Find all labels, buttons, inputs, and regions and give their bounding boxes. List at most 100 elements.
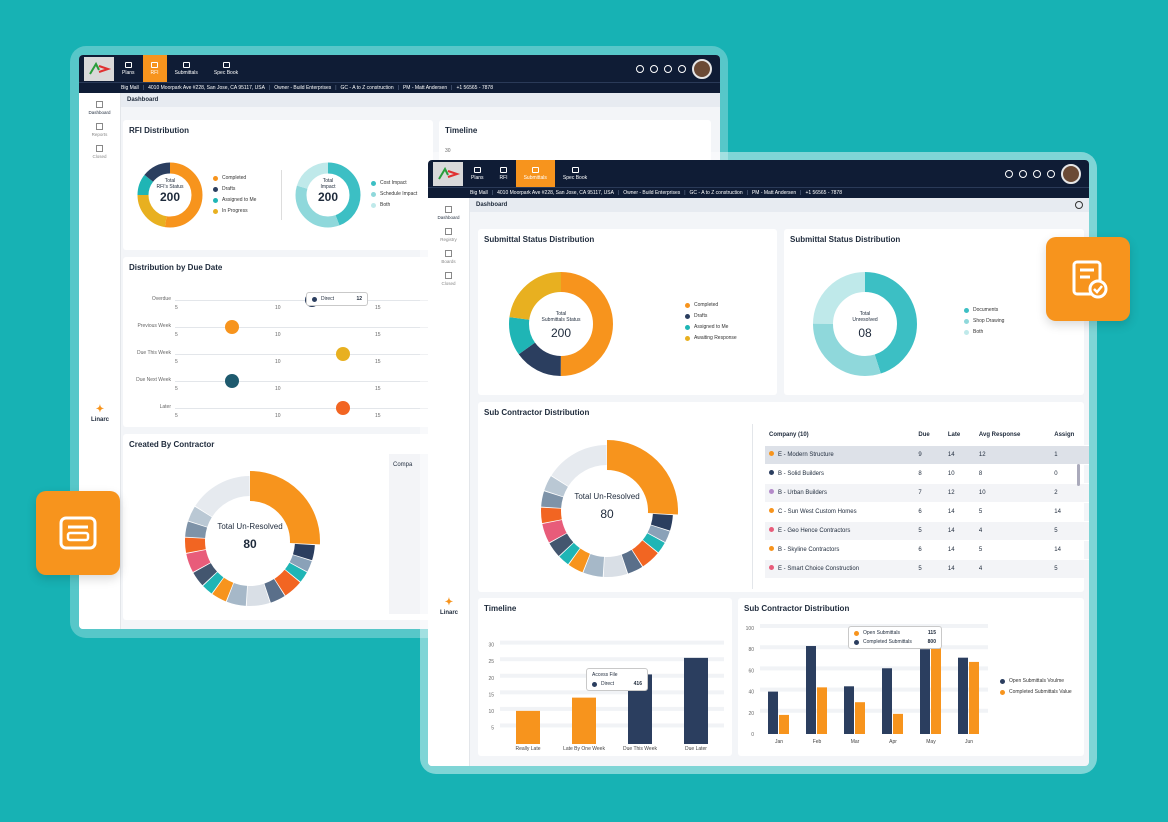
tab-spec-book[interactable]: Spec Book [206,55,246,82]
timeline-tooltip: Access File Direct 416 [586,668,648,691]
help-icon[interactable] [664,64,672,73]
bar-jun-open[interactable] [958,657,968,734]
tooltip-label: Open Submittals [863,630,900,636]
help-icon[interactable] [1033,169,1041,178]
table-row[interactable]: E - Geo Hence Contractors 5 14 4 5 [765,521,1089,541]
gridband [500,723,724,728]
avatar[interactable] [1061,163,1081,184]
sidebar-item-closed[interactable]: Closed [79,145,120,159]
bar-feb-open[interactable] [806,646,816,734]
table-row[interactable]: B - Skyline Contractors 6 14 5 14 [765,540,1089,560]
bar-really-late[interactable] [516,710,540,744]
legend-dot [685,313,690,319]
slice-shop-drawing[interactable] [813,272,917,376]
tick-label: 10 [275,359,281,365]
gridband [760,708,988,713]
bar-may-completed[interactable] [931,634,941,734]
slice-both[interactable] [813,272,917,376]
bar-mar-completed[interactable] [855,702,865,734]
bell-icon[interactable] [1047,169,1055,178]
row-gridline [175,354,435,355]
slice-12[interactable] [185,476,315,606]
sidebar-item-label: Dashboard [437,215,460,220]
chat-icon[interactable] [1019,169,1027,178]
column-header[interactable]: Company (10) [769,432,809,438]
table-row[interactable]: B - Solid Builders 8 10 8 0 [765,464,1089,484]
slice-6[interactable] [541,445,673,577]
legend-item: In Progress [213,208,256,214]
bar-mar-open[interactable] [844,686,854,734]
bar-due-later[interactable] [684,657,708,744]
table-row[interactable]: E - Modern Structure 9 14 12 1 [765,445,1089,465]
company-name: B - Solid Builders [778,471,825,477]
bar-feb-completed[interactable] [817,687,827,734]
table-row[interactable]: E - Smart Choice Construction 5 14 4 5 [765,559,1089,578]
tab-label: Spec Book [213,69,239,76]
bar-jan-completed[interactable] [779,714,789,734]
tab-spec-book[interactable]: Spec Book [555,160,595,187]
bar-apr-open[interactable] [882,668,892,734]
bar-may-open[interactable] [920,649,930,734]
bar-jan-open[interactable] [768,691,778,734]
bar-late-by-one-week[interactable] [572,697,596,744]
sidebar-item-closed[interactable]: Closed [428,272,469,286]
comment-icon[interactable] [1075,201,1083,209]
submittal-status-card: Submittal Status Distribution Total Subm… [478,229,777,395]
table-scrollbar[interactable] [1077,464,1080,486]
tick-label: 5 [175,332,178,338]
slice-0[interactable] [180,471,320,611]
slice-both [295,162,361,228]
sidebar-item-dashboard[interactable]: Dashboard [79,101,120,115]
slice-0[interactable] [536,440,678,582]
sidebar-item-label: Closed [92,154,107,159]
sidebar-item-label: Closed [441,281,456,286]
column-header[interactable]: Late [947,432,961,438]
bar-apr-completed[interactable] [893,713,903,734]
tab-rfi[interactable]: RFI [492,160,516,187]
legend-label: Assigned to Me [694,324,729,330]
column-header[interactable]: Due [918,432,930,438]
tab-plans[interactable]: Plans [463,160,492,187]
table-row[interactable]: B - Urban Builders 7 12 10 2 [765,483,1089,503]
sidebar-item-registry[interactable]: Registry [428,228,469,242]
avatar[interactable] [692,58,712,79]
tab-submittals[interactable]: Submittals [167,55,206,82]
bar-jun-completed[interactable] [969,661,979,734]
cell-late: 14 [943,502,975,522]
cell-due: 5 [914,521,944,541]
slice-12[interactable] [541,445,673,577]
search-icon[interactable] [636,64,644,73]
logo-icon [89,61,112,75]
bell-icon[interactable] [678,64,686,73]
slice-assigned-to-me[interactable] [509,272,613,376]
impact-donut-center: Total Impact 200 [305,178,351,204]
slice-awaiting-response[interactable] [509,272,613,376]
due-bubble[interactable] [336,347,350,361]
slice-6[interactable] [185,476,315,606]
sidebar-item-reports[interactable]: Reports [79,123,120,137]
chat-icon[interactable] [650,64,658,73]
tick-label: 10 [275,386,281,392]
divider [752,424,753,589]
column-header[interactable]: Avg Response [978,432,1021,438]
sidebar-item-dashboard[interactable]: Dashboard [428,206,469,220]
cell-assign: 14 [1050,502,1089,522]
donut-value: 80 [600,507,614,521]
table-row[interactable]: C - Sun West Custom Homes 6 14 5 14 [765,502,1089,522]
tab-rfi[interactable]: RFI [142,55,167,82]
app-logo[interactable] [84,56,114,81]
tab-plans[interactable]: Plans [114,55,143,82]
legend-dot [213,175,218,181]
search-icon[interactable] [1005,169,1013,178]
x-tick-label: Jan [775,739,783,745]
due-bubble[interactable] [225,320,239,334]
tab-submittals[interactable]: Submittals [515,160,555,187]
company-name: E - Smart Choice Construction [778,566,860,572]
due-tooltip: Direct 12 [306,292,368,306]
due-bubble[interactable] [225,374,239,388]
sidebar-item-boards[interactable]: Boards [428,250,469,264]
due-bubble[interactable] [336,401,350,415]
column-header[interactable]: Assign [1054,432,1075,438]
app-logo[interactable] [433,161,463,186]
y-tick-label: 40 [748,690,754,696]
